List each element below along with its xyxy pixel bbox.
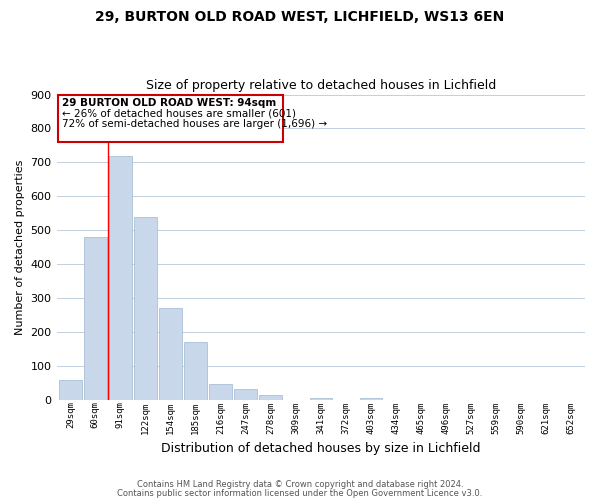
Text: 29 BURTON OLD ROAD WEST: 94sqm: 29 BURTON OLD ROAD WEST: 94sqm (62, 98, 276, 108)
Bar (310, 398, 332, 400)
X-axis label: Distribution of detached houses by size in Lichfield: Distribution of detached houses by size … (161, 442, 481, 455)
Text: 29, BURTON OLD ROAD WEST, LICHFIELD, WS13 6EN: 29, BURTON OLD ROAD WEST, LICHFIELD, WS1… (95, 10, 505, 24)
Bar (209, 384, 232, 400)
Bar (59, 380, 82, 400)
Bar (184, 342, 207, 400)
FancyBboxPatch shape (58, 94, 283, 142)
Title: Size of property relative to detached houses in Lichfield: Size of property relative to detached ho… (146, 79, 496, 92)
Y-axis label: Number of detached properties: Number of detached properties (15, 160, 25, 335)
Bar (84, 237, 107, 400)
Bar (359, 398, 382, 400)
Bar (259, 396, 282, 400)
Bar (109, 156, 131, 400)
Bar (235, 389, 257, 400)
Bar (159, 308, 182, 400)
Text: Contains HM Land Registry data © Crown copyright and database right 2024.: Contains HM Land Registry data © Crown c… (137, 480, 463, 489)
Text: Contains public sector information licensed under the Open Government Licence v3: Contains public sector information licen… (118, 490, 482, 498)
Text: ← 26% of detached houses are smaller (601): ← 26% of detached houses are smaller (60… (62, 109, 296, 119)
Bar (134, 216, 157, 400)
Text: 72% of semi-detached houses are larger (1,696) →: 72% of semi-detached houses are larger (… (62, 120, 326, 130)
